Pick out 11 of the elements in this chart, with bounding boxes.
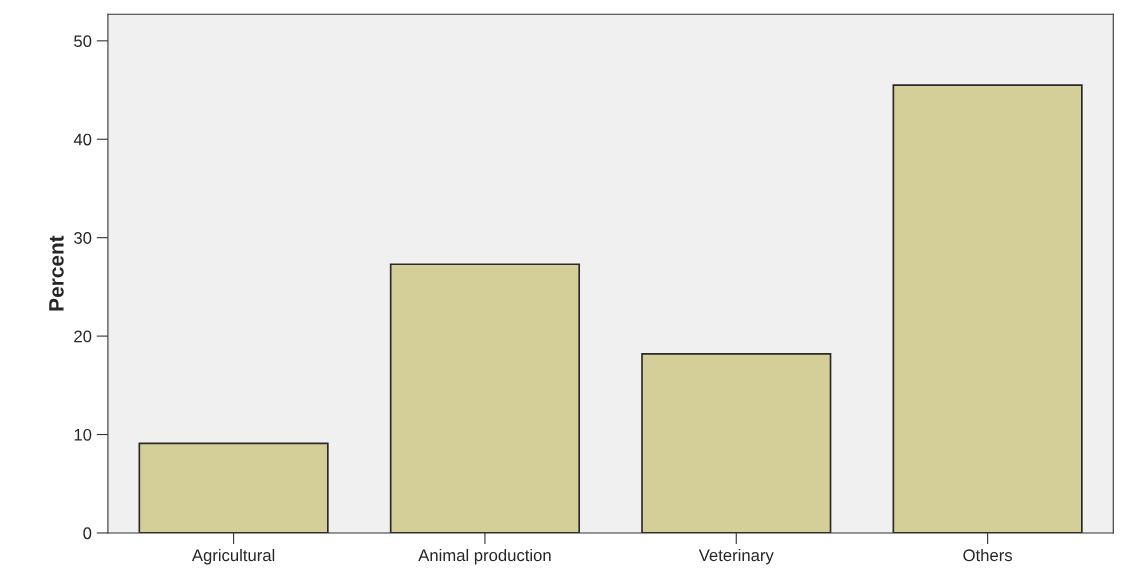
y-axis-title: Percent <box>49 235 64 311</box>
y-tick-label: 30 <box>74 232 92 244</box>
y-tick-label: 10 <box>74 428 92 441</box>
y-tick-label: 40 <box>73 133 92 146</box>
y-tick-label: 0 <box>83 527 92 540</box>
y-tick-label: 20 <box>74 330 92 343</box>
x-tick-label: Others <box>963 548 1013 562</box>
x-tick-label: Animal production <box>418 548 551 565</box>
y-tick-label: 50 <box>74 35 92 48</box>
x-tick-label: Veterinary <box>698 548 774 565</box>
x-tick-label: Agricultural <box>191 548 275 565</box>
